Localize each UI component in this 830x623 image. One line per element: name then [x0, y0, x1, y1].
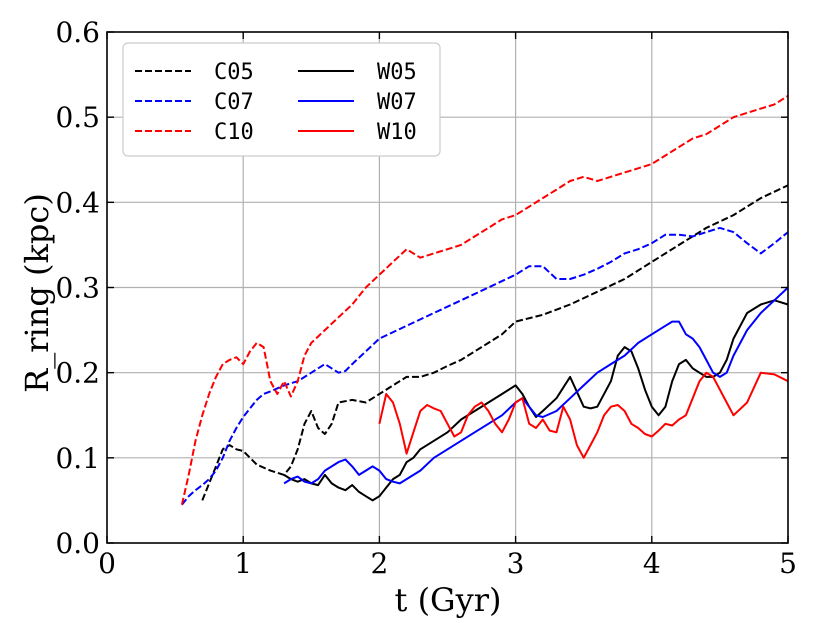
x-tick-label: 5	[779, 547, 797, 580]
legend-label-w05: W05	[377, 60, 417, 85]
y-tick-label: 0.4	[55, 186, 100, 219]
y-tick-label: 0.2	[55, 357, 100, 390]
x-axis-label: t (Gyr)	[395, 581, 502, 619]
legend-label-c07: C07	[214, 90, 254, 115]
series-line-c05	[201, 184, 789, 501]
legend-label-c05: C05	[214, 60, 254, 85]
ticks-group: 0 1 2 3 4 5 0.0 0.1 0.2 0.3 0.4 0.5 0.6	[55, 16, 796, 580]
y-tick-label: 0.3	[55, 272, 100, 305]
legend-box	[122, 42, 441, 157]
y-axis-label: R_ring (kpc)	[18, 193, 56, 393]
legend-label-w10: W10	[377, 120, 417, 145]
legend-label-w07: W07	[377, 90, 417, 115]
y-tick-label: 0.5	[55, 101, 100, 134]
series-group	[180, 95, 789, 506]
y-tick-label: 0.6	[55, 16, 100, 49]
x-tick-label: 0	[98, 547, 116, 580]
x-tick-label: 3	[507, 547, 525, 580]
series-line-w10	[378, 371, 789, 459]
x-tick-label: 4	[643, 547, 661, 580]
x-tick-label: 2	[370, 547, 388, 580]
legend: C05 C07 C10 W05 W07 W10	[122, 42, 441, 157]
y-tick-label: 0.1	[55, 442, 100, 475]
x-tick-label: 1	[234, 547, 252, 580]
y-tick-label: 0.0	[55, 527, 100, 560]
series-line-c07	[181, 226, 789, 506]
series-line-c10	[180, 95, 789, 505]
legend-label-c10: C10	[214, 120, 254, 145]
